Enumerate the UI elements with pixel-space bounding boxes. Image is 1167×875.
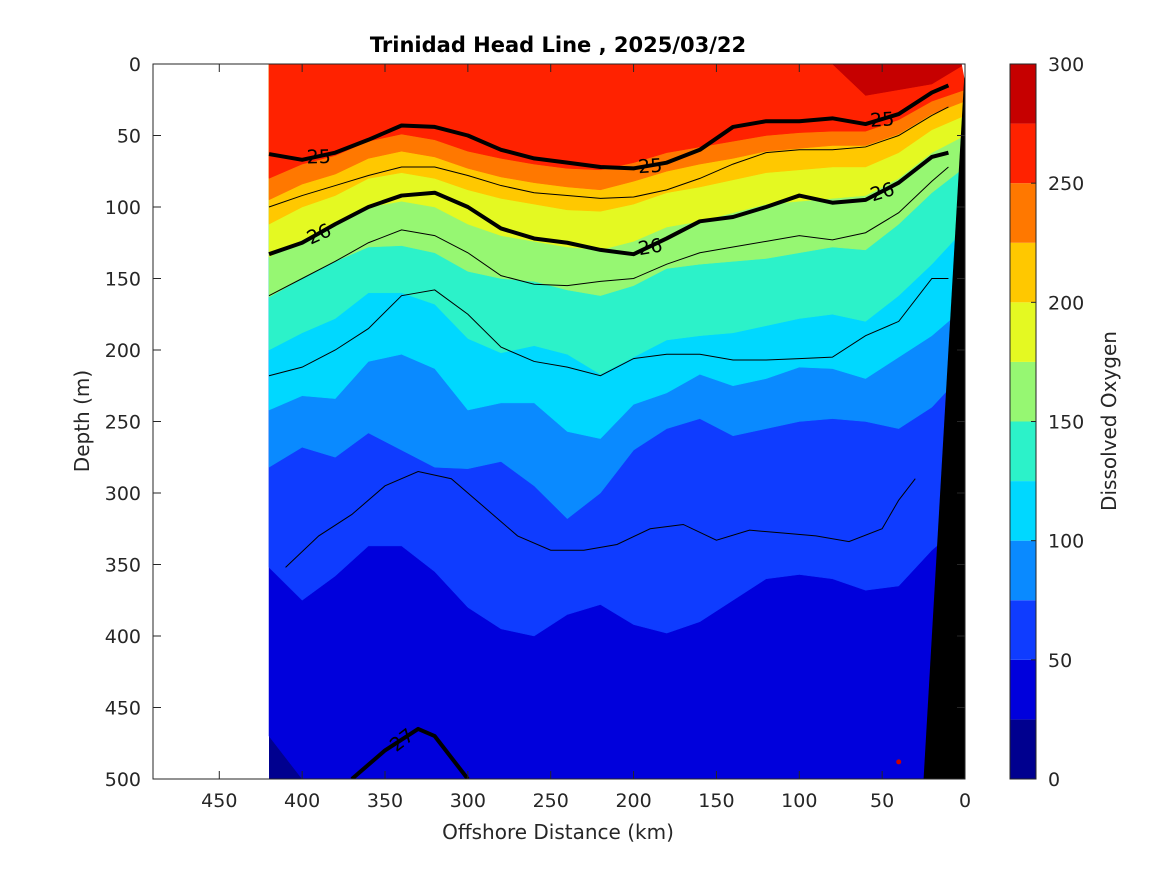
y-axis-label: Depth (m) (70, 370, 94, 472)
colorbar-tick-label-50: 50 (1048, 650, 1072, 672)
no-data-corner (961, 64, 965, 82)
data-markers (896, 759, 902, 765)
x-tick-label-350: 350 (367, 790, 403, 812)
x-axis-label: Offshore Distance (km) (442, 820, 674, 844)
x-tick-label-250: 250 (533, 790, 569, 812)
colorbar-swatch-50-75 (1010, 600, 1036, 660)
colorbar (1010, 64, 1036, 779)
colorbar-swatch-100-125 (1010, 481, 1036, 541)
y-tick-label-300: 300 (105, 483, 141, 505)
y-tick-label-100: 100 (105, 197, 141, 219)
x-axis-ticks: 450 400 350 300 250 200 150 100 50 0 (201, 64, 971, 812)
chart-title: Trinidad Head Line , 2025/03/22 (370, 33, 746, 57)
colorbar-label: Dissolved Oxygen (1097, 331, 1121, 511)
colorbar-tick-label-100: 100 (1048, 531, 1084, 553)
y-tick-label-50: 50 (117, 126, 141, 148)
colorbar-tick-label-300: 300 (1048, 54, 1084, 76)
y-axis-ticks: 0 50 100 150 200 250 300 350 400 450 500 (105, 54, 965, 791)
density-contour-25 (268, 83, 950, 171)
colorbar-ticks: 0 50 100 150 200 250 300 (1031, 54, 1084, 791)
thin-contours (268, 106, 949, 568)
thin-contour-1 (268, 106, 949, 208)
density-label-25-1: 25 (306, 146, 331, 169)
x-tick-label-150: 150 (698, 790, 734, 812)
density-label-25-3: 25 (869, 108, 895, 132)
colorbar-swatch-150-175 (1010, 361, 1036, 422)
density-label-25-2: 25 (637, 155, 663, 179)
oxygen-bands (268, 64, 965, 779)
colorbar-swatch-175-200 (1010, 302, 1036, 362)
x-tick-label-450: 450 (201, 790, 237, 812)
oxygen-band-275-300 (269, 64, 965, 96)
y-tick-label-350: 350 (105, 555, 141, 577)
thin-contour-4 (285, 471, 916, 568)
x-tick-label-50: 50 (870, 790, 894, 812)
y-tick-label-200: 200 (105, 340, 141, 362)
colorbar-swatch-125-150 (1010, 421, 1036, 482)
svg-text:25: 25 (637, 155, 663, 179)
x-tick-label-400: 400 (284, 790, 320, 812)
colorbar-swatch-225-250 (1010, 183, 1036, 243)
svg-text:26: 26 (637, 234, 665, 260)
colorbar-swatch-275-300 (1010, 64, 1036, 124)
colorbar-tick-label-0: 0 (1048, 769, 1060, 791)
y-tick-label-500: 500 (105, 769, 141, 791)
density-contour-27 (350, 726, 470, 779)
x-tick-label-100: 100 (781, 790, 817, 812)
x-tick-label-300: 300 (450, 790, 486, 812)
y-tick-label-400: 400 (105, 626, 141, 648)
colorbar-tick-label-150: 150 (1048, 412, 1084, 434)
x-tick-label-0: 0 (959, 790, 971, 812)
svg-text:25: 25 (306, 146, 331, 169)
colorbar-swatch-25-50 (1010, 659, 1036, 720)
colorbar-tick-label-250: 250 (1048, 173, 1084, 195)
bathymetry (923, 64, 965, 779)
colorbar-swatch-200-225 (1010, 242, 1036, 303)
colorbar-swatch-250-275 (1010, 123, 1036, 184)
thin-contour-3 (268, 278, 949, 377)
colorbar-swatch-0-25 (1010, 719, 1036, 779)
y-tick-label-450: 450 (105, 698, 141, 720)
colorbar-swatch-75-100 (1010, 540, 1036, 601)
data-marker-1 (896, 759, 902, 765)
x-tick-label-200: 200 (615, 790, 651, 812)
y-tick-label-0: 0 (129, 54, 141, 76)
density-label-26-2: 26 (637, 234, 665, 260)
y-tick-label-150: 150 (105, 269, 141, 291)
svg-text:25: 25 (869, 108, 895, 132)
thin-contour-2 (268, 166, 949, 297)
density-contour-26 (268, 150, 949, 257)
seafloor (923, 64, 965, 779)
y-tick-label-250: 250 (105, 412, 141, 434)
colorbar-tick-label-200: 200 (1048, 292, 1084, 314)
